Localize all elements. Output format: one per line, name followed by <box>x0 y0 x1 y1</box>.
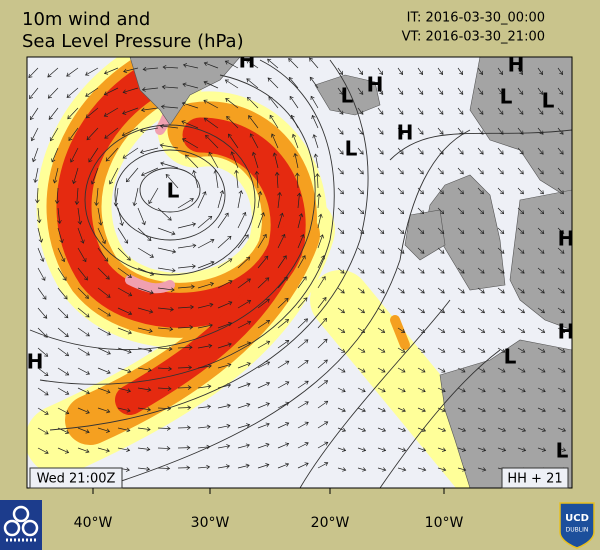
initial-time: IT: 2016-03-30_00:00 <box>407 11 545 26</box>
ucd-logo: UCD DUBLIN <box>560 503 594 548</box>
left-logo <box>0 500 42 550</box>
pressure-center-label: L <box>556 439 569 463</box>
logo-subtext: DUBLIN <box>566 527 589 534</box>
pressure-center-label: L <box>167 179 180 203</box>
longitude-label: 10°W <box>425 515 464 531</box>
pressure-center-label: L <box>345 137 358 161</box>
pressure-center-label: L <box>504 345 517 369</box>
logo-text: UCD <box>565 513 589 524</box>
longitude-label: 30°W <box>191 515 230 531</box>
title-line-2: Sea Level Pressure (hPa) <box>22 31 244 52</box>
forecast-hour: HH + 21 <box>507 472 562 487</box>
pressure-center-label: L <box>500 85 513 109</box>
day-time: Wed 21:00Z <box>37 472 116 487</box>
pressure-center-label: L <box>542 89 555 113</box>
longitude-label: 40°W <box>74 515 113 531</box>
pressure-center-label: H <box>27 350 44 374</box>
longitude-label: 20°W <box>311 515 350 531</box>
title-line-1: 10m wind and <box>22 9 150 30</box>
pressure-center-label: L <box>341 84 354 108</box>
pressure-center-label: H <box>397 121 414 145</box>
valid-time: VT: 2016-03-30_21:00 <box>402 30 545 45</box>
pressure-center-label: H <box>367 73 384 97</box>
